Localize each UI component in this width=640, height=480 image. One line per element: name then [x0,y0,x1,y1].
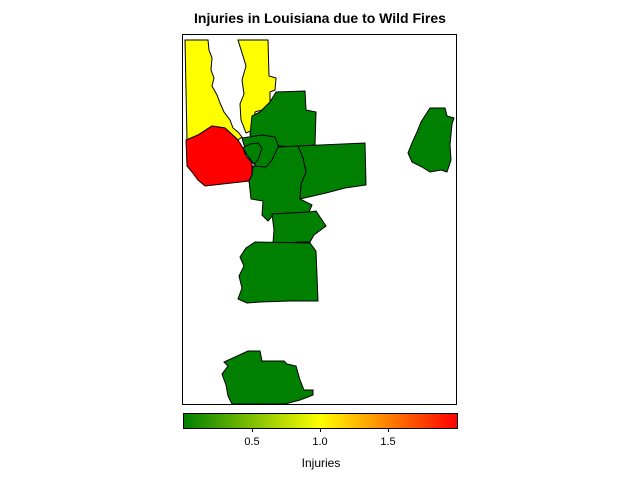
parish-region [407,107,455,173]
parish-region [248,145,313,222]
parish-region [184,39,243,141]
parish-region [185,125,253,187]
parish-region [242,142,263,165]
parish-region [271,210,327,245]
legend-tick-label: 1.5 [380,436,396,448]
legend-tick-label: 0.5 [244,436,260,448]
color-scale-bar [183,413,458,429]
parish-region [297,142,367,200]
legend-tick [252,428,253,432]
legend-tick-label: 1.0 [312,436,328,448]
legend-title: Injuries [301,456,341,470]
legend-tick [388,428,389,432]
map-title: Injuries in Louisiana due to Wild Fires [194,10,446,26]
parish-region [221,350,314,405]
legend-tick [320,428,321,432]
parish-region [237,241,319,304]
